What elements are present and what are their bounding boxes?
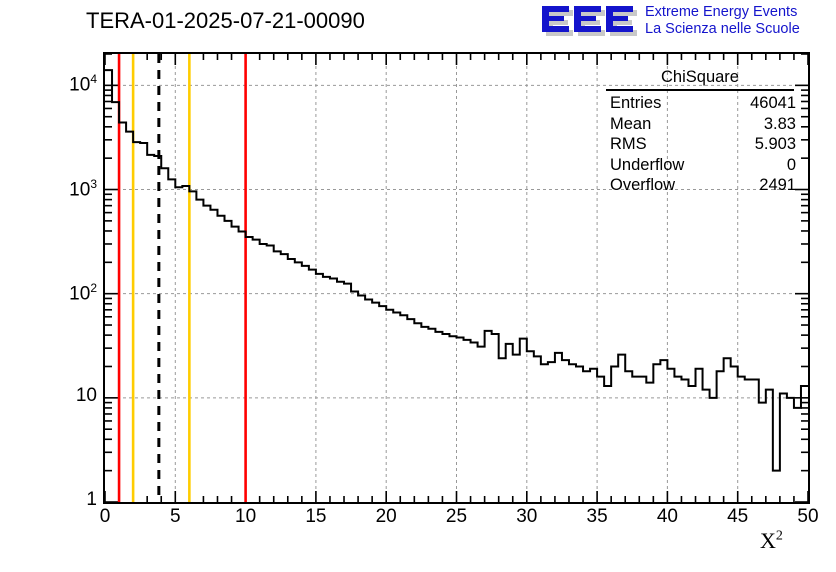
stats-row: Underflow 0 (600, 155, 800, 176)
x-tick-label: 45 (727, 506, 749, 527)
x-tick-label: 50 (797, 506, 819, 527)
y-tick-label: 102 (69, 280, 97, 304)
stats-key: RMS (610, 135, 647, 153)
y-tick-label: 104 (69, 72, 97, 96)
logo-line-2: La Scienza nelle Scuole (645, 20, 800, 37)
y-tick-label: 1 (86, 489, 97, 510)
stats-value: 5.903 (754, 135, 796, 153)
eee-logo-mark (542, 6, 637, 36)
y-tick-label: 10 (75, 384, 97, 406)
x-tick-label: 5 (170, 506, 181, 527)
y-axis-ticks (105, 54, 808, 502)
x-tick-label: 25 (445, 506, 468, 527)
stats-row: Mean 3.83 (600, 114, 800, 135)
stats-value: 3.83 (763, 114, 796, 133)
plot-svg (105, 54, 808, 502)
stats-key: Entries (610, 94, 662, 112)
plot-frame (103, 52, 810, 504)
stats-value: 46041 (750, 94, 796, 112)
stats-value: 0 (786, 155, 796, 174)
y-axis-title: Entries/bin (0, 196, 2, 396)
stats-key: Underflow (610, 155, 685, 174)
logo-line-1: Extreme Energy Events (645, 4, 798, 20)
x-tick-label: 15 (305, 506, 327, 527)
page-title: TERA-01-2025-07-21-00090 (86, 8, 365, 33)
marker-lines (117, 54, 247, 502)
x-tick-label: 30 (516, 506, 538, 527)
histogram-curve (105, 69, 808, 472)
x-axis-title-exponent: 2 (775, 528, 783, 544)
stats-box: ChiSquare Entries 46041 Mean 3.83 RMS 5.903 Un… (600, 68, 800, 196)
gridlines (105, 54, 808, 502)
stats-row: RMS 5.903 (600, 134, 800, 155)
x-axis-title-base: X (760, 528, 776, 553)
stats-rows: Entries 46041 Mean 3.83 RMS 5.903 Underflow 0 Ov… (600, 93, 800, 196)
stats-value: 2491 (759, 176, 796, 194)
eee-logo: Extreme Energy Events La Scienza nelle S… (541, 3, 833, 43)
x-tick-label: 10 (235, 506, 257, 527)
stats-row: Overflow 2491 (600, 175, 800, 196)
eee-logo-text: Extreme Energy Events La Scienza nelle S… (645, 4, 800, 37)
stats-divider (606, 89, 794, 91)
stats-key: Mean (610, 114, 652, 133)
x-axis-title: X2 (760, 528, 783, 554)
x-tick-label: 35 (586, 506, 608, 527)
stats-title: ChiSquare (661, 68, 739, 86)
x-tick-label: 20 (375, 506, 397, 527)
stats-row: Entries 46041 (600, 93, 800, 114)
y-tick-label: 103 (69, 176, 97, 200)
x-tick-label: 0 (99, 506, 111, 527)
x-tick-label: 40 (656, 506, 678, 527)
stats-key: Overflow (610, 176, 676, 194)
